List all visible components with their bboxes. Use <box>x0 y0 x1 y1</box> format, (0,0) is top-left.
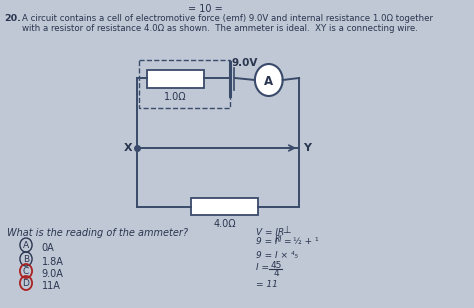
Text: ⊥: ⊥ <box>283 225 291 235</box>
Text: 20.: 20. <box>4 14 21 23</box>
Text: V = IR: V = IR <box>256 228 284 237</box>
Text: RI: RI <box>275 235 283 244</box>
Text: B: B <box>23 255 29 264</box>
Bar <box>147 70 204 88</box>
Text: = 10 =: = 10 = <box>188 4 223 14</box>
Text: 1.8A: 1.8A <box>42 257 64 267</box>
Text: What is the reading of the ammeter?: What is the reading of the ammeter? <box>7 228 188 238</box>
Text: X: X <box>124 143 133 153</box>
Circle shape <box>255 64 283 96</box>
Text: C: C <box>23 267 29 276</box>
Text: A circuit contains a cell of electromotive force (emf) 9.0V and internal resista: A circuit contains a cell of electromoti… <box>22 14 433 23</box>
Text: 11A: 11A <box>42 281 61 291</box>
Text: Y: Y <box>303 143 311 153</box>
Text: 1.0Ω: 1.0Ω <box>164 92 187 102</box>
Text: A: A <box>264 75 273 87</box>
Text: 4: 4 <box>273 269 279 278</box>
Text: 4.0Ω: 4.0Ω <box>213 219 236 229</box>
Text: D: D <box>23 279 29 288</box>
Text: 9 = I: 9 = I <box>256 237 277 246</box>
Text: 9.0V: 9.0V <box>231 58 258 68</box>
Text: 0A: 0A <box>42 243 55 253</box>
Text: A: A <box>23 241 29 250</box>
Text: 9.0A: 9.0A <box>42 269 64 279</box>
Bar <box>139 60 230 108</box>
Text: 9 = I × ⁴₅: 9 = I × ⁴₅ <box>256 251 298 260</box>
Text: I =: I = <box>256 263 272 272</box>
Text: =: = <box>284 237 295 246</box>
Bar <box>191 198 258 215</box>
Text: 45: 45 <box>271 261 282 270</box>
Text: ½ + ¹: ½ + ¹ <box>293 237 319 246</box>
Text: = 11: = 11 <box>256 280 278 289</box>
Text: with a resistor of resistance 4.0Ω as shown.  The ammeter is ideal.  XY is a con: with a resistor of resistance 4.0Ω as sh… <box>22 24 418 33</box>
